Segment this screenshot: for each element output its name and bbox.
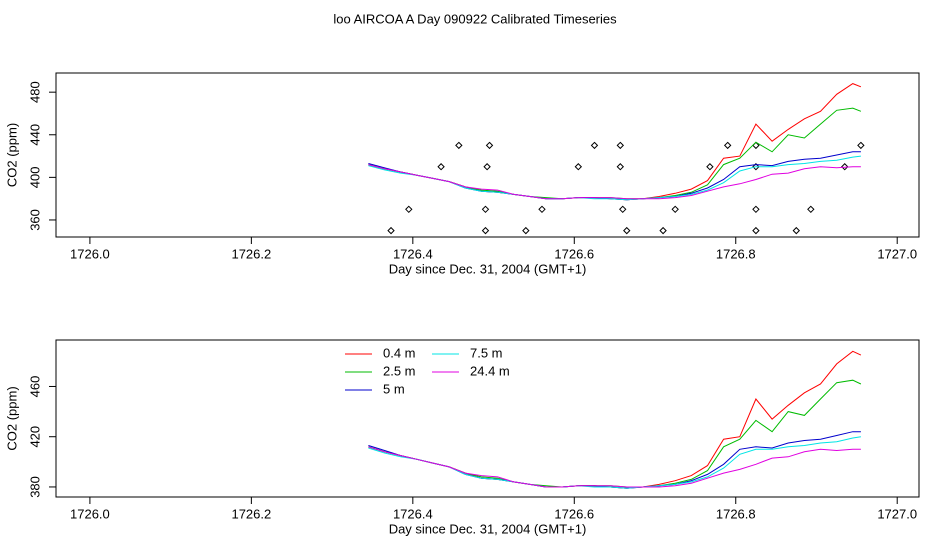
figure-title: loo AIRCOA A Day 090922 Calibrated Times…	[333, 11, 617, 26]
series-line	[368, 83, 862, 201]
flag-point	[522, 226, 530, 235]
x-tick-label: 1726.2	[231, 506, 271, 521]
x-tick-label: 1726.6	[554, 246, 594, 261]
flag-point	[659, 226, 667, 235]
x-tick-label: 1727.0	[877, 506, 917, 521]
flag-point	[752, 205, 760, 214]
flag-point	[574, 163, 583, 171]
series-line	[368, 151, 861, 201]
flag-point	[616, 163, 625, 171]
series-line	[368, 164, 861, 200]
y-tick-label: 460	[27, 376, 42, 398]
x-axis-label: Day since Dec. 31, 2004 (GMT+1)	[389, 261, 587, 276]
flag-point	[671, 205, 679, 214]
x-tick-label: 1726.4	[393, 506, 433, 521]
series-line	[368, 107, 862, 200]
flag-point	[706, 163, 714, 171]
x-axis-label: Day since Dec. 31, 2004 (GMT+1)	[389, 521, 587, 536]
flag-point	[752, 163, 760, 171]
flag-point	[483, 163, 491, 171]
flag-point	[485, 141, 494, 150]
y-tick-label: 480	[27, 81, 42, 103]
legend-label: 7.5 m	[470, 345, 503, 360]
legend-label: 0.4 m	[383, 345, 416, 360]
plot-box	[55, 72, 920, 238]
flag-point	[723, 141, 732, 150]
flag-point	[538, 205, 546, 214]
flag-point	[857, 141, 865, 150]
x-tick-label: 1726.8	[716, 246, 756, 261]
flag-point	[792, 226, 800, 235]
series-line	[368, 436, 861, 489]
x-tick-label: 1726.0	[70, 506, 110, 521]
flag-point	[616, 141, 625, 150]
legend-label: 5 m	[383, 381, 405, 396]
y-tick-label: 360	[27, 209, 42, 231]
flag-point	[405, 205, 413, 214]
flag-point	[841, 163, 849, 171]
x-tick-label: 1726.2	[231, 246, 271, 261]
y-axis-label: CO2 (ppm)	[4, 386, 19, 450]
series-line	[368, 379, 862, 488]
x-tick-label: 1726.8	[716, 506, 756, 521]
x-tick-label: 1727.0	[877, 246, 917, 261]
flag-point	[481, 226, 490, 235]
legend-label: 2.5 m	[383, 363, 416, 378]
flag-point	[590, 141, 599, 150]
flag-point	[807, 205, 815, 214]
flag-point	[437, 163, 445, 171]
flag-point	[481, 205, 490, 214]
x-tick-label: 1726.4	[393, 246, 433, 261]
y-tick-label: 380	[27, 476, 42, 498]
plot-box	[55, 339, 920, 498]
flag-point	[619, 205, 627, 214]
y-axis-label: CO2 (ppm)	[4, 123, 19, 187]
y-tick-label: 440	[27, 124, 42, 146]
legend-label: 24.4 m	[470, 363, 510, 378]
series-line	[368, 431, 861, 489]
y-tick-label: 420	[27, 426, 42, 448]
x-tick-label: 1726.6	[554, 506, 594, 521]
series-line	[368, 446, 861, 488]
series-line	[368, 155, 861, 201]
flag-point	[455, 141, 463, 150]
flag-point	[752, 226, 760, 235]
flag-point	[623, 226, 631, 235]
y-tick-label: 400	[27, 167, 42, 189]
flag-point	[387, 226, 395, 235]
x-tick-label: 1726.0	[70, 246, 110, 261]
